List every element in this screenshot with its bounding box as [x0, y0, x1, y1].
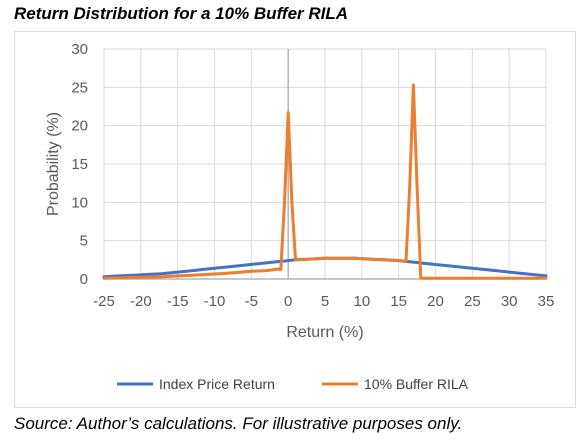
y-axis-title: Probability (%)	[45, 112, 62, 216]
legend: Index Price Return 10% Buffer RILA	[117, 376, 469, 392]
y-tick-label: 10	[71, 194, 88, 211]
x-tick-label: -5	[245, 293, 258, 310]
x-tick-label: 5	[321, 293, 329, 310]
x-tick-label: 0	[284, 293, 292, 310]
x-tick-label: -25	[93, 293, 115, 310]
y-tick-label: 5	[80, 233, 88, 250]
x-tick-label: 35	[538, 293, 555, 310]
chart-frame	[14, 31, 576, 408]
x-axis-title: Return (%)	[286, 324, 363, 341]
x-tick-label: 15	[390, 293, 407, 310]
y-tick-label: 15	[71, 156, 88, 173]
source-note: Source: Author’s calculations. For illus…	[14, 414, 463, 433]
series-line-buffer-rila	[102, 83, 548, 280]
series-lines	[102, 83, 548, 280]
x-tick-label: -10	[204, 293, 226, 310]
y-tick-label: 0	[80, 271, 88, 288]
x-tick-label: 20	[427, 293, 444, 310]
y-tick-label: 30	[71, 41, 88, 58]
y-tick-label: 20	[71, 118, 88, 135]
y-tick-labels: 0 5 10 15 20 25 30	[71, 41, 88, 288]
legend-label: Index Price Return	[159, 376, 275, 392]
legend-label: 10% Buffer RILA	[364, 376, 469, 392]
x-tick-labels: -25 -20 -15 -10 -5 0 5 10 15 20 25 30 35	[93, 293, 554, 310]
y-tick-label: 25	[71, 79, 88, 96]
gridlines	[103, 48, 547, 280]
x-tick-label: -20	[130, 293, 152, 310]
x-tick-label: 30	[501, 293, 518, 310]
x-tick-label: 25	[464, 293, 481, 310]
chart-title: Return Distribution for a 10% Buffer RIL…	[14, 4, 349, 23]
x-tick-label: -15	[167, 293, 189, 310]
x-tick-label: 10	[353, 293, 370, 310]
